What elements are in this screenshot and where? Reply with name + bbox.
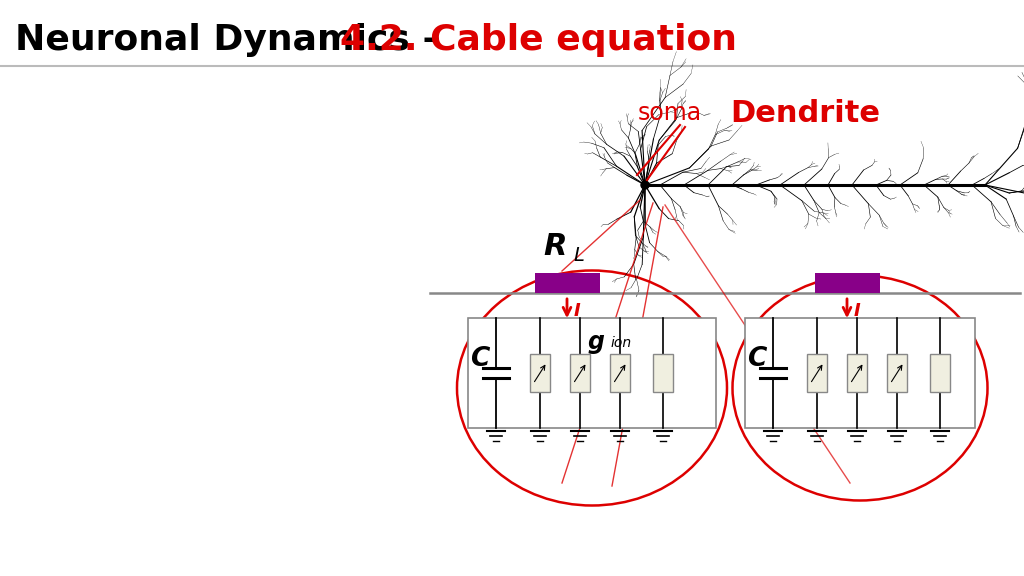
Text: C: C	[470, 346, 489, 372]
Bar	[610, 354, 630, 392]
Text: Dendrite: Dendrite	[730, 98, 880, 127]
Bar	[930, 354, 950, 392]
Bar	[814, 273, 880, 293]
Bar	[468, 318, 716, 428]
Text: soma: soma	[638, 101, 702, 125]
Text: Neuronal Dynamics –: Neuronal Dynamics –	[15, 23, 454, 57]
Bar	[570, 354, 590, 392]
Bar	[653, 354, 673, 392]
Text: g: g	[588, 330, 604, 354]
Bar	[807, 354, 827, 392]
Bar	[745, 318, 975, 428]
Text: R: R	[544, 232, 566, 261]
Bar	[887, 354, 907, 392]
Bar	[535, 273, 599, 293]
Circle shape	[641, 181, 649, 189]
Text: C: C	[748, 346, 767, 372]
Text: ion: ion	[611, 336, 632, 350]
Text: 4.2. Cable equation: 4.2. Cable equation	[340, 23, 737, 57]
Text: I: I	[574, 302, 581, 320]
Text: L: L	[573, 246, 584, 265]
Bar	[530, 354, 550, 392]
Text: I: I	[854, 302, 861, 320]
Bar	[847, 354, 867, 392]
